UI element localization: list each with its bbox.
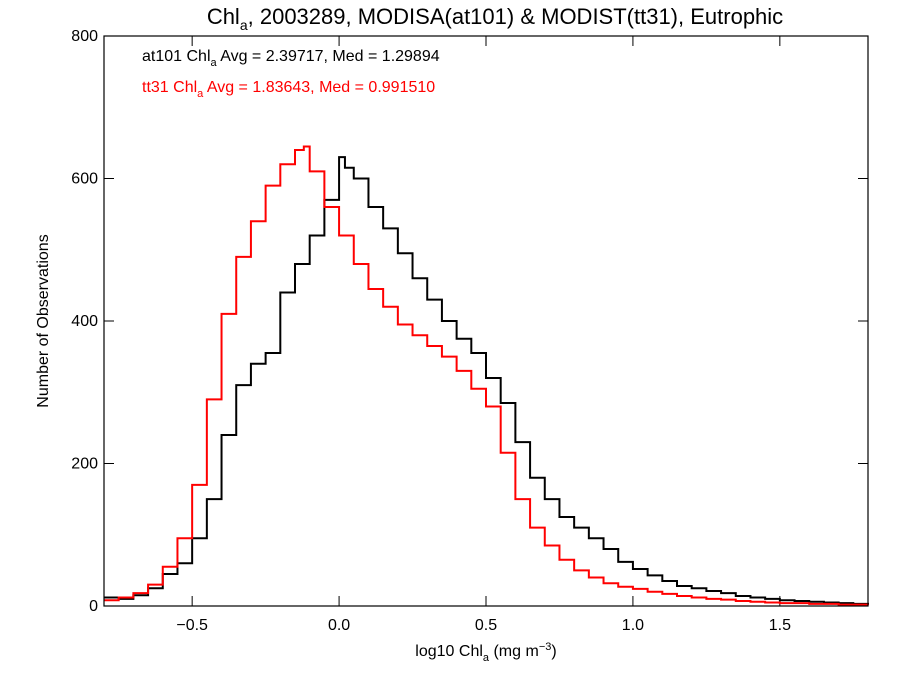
series-stats-at101-post: Avg = 2.39717, Med = 1.29894 xyxy=(217,48,440,65)
plot-area: 0 200 400 600 800 −0.5 0.0 0.5 1.0 1.5 xyxy=(71,28,869,634)
y-axis-label: Number of Observations xyxy=(35,234,52,407)
x-tick-label: 0.5 xyxy=(475,617,497,634)
series-stats-tt31-post: Avg = 1.83643, Med = 0.991510 xyxy=(203,79,435,96)
chart-title-pre: Chl xyxy=(207,4,240,29)
series-stats-at101: at101 Chla Avg = 2.39717, Med = 1.29894 xyxy=(142,48,440,69)
x-axis-label-mid: (mg m xyxy=(489,643,539,660)
plot-frame xyxy=(103,35,869,607)
chart-title-sub: a xyxy=(240,17,248,33)
series-line-at101 xyxy=(104,156,869,605)
series-stats-at101-pre: at101 Chl xyxy=(142,48,211,65)
y-axis: 0 200 400 600 800 xyxy=(71,28,868,615)
y-tick-label: 200 xyxy=(71,456,98,473)
y-tick-label: 0 xyxy=(89,598,98,615)
x-tick-label: 0.0 xyxy=(328,617,350,634)
x-tick-label: −0.5 xyxy=(176,617,208,634)
series-line-tt31 xyxy=(104,145,869,606)
x-axis: −0.5 0.0 0.5 1.0 1.5 xyxy=(176,36,791,634)
x-axis-label-sub: a xyxy=(483,652,490,664)
chart-title: Chla, 2003289, MODISA(at101) & MODIST(tt… xyxy=(207,4,783,33)
series-stats-at101-sub: a xyxy=(211,57,218,69)
y-tick-label: 600 xyxy=(71,171,98,188)
chart-title-post: , 2003289, MODISA(at101) & MODIST(tt31),… xyxy=(248,4,784,29)
x-axis-label-pre: log10 Chl xyxy=(415,643,483,660)
x-axis-label-post: ) xyxy=(551,643,556,660)
x-axis-label: log10 Chla (mg m−3) xyxy=(415,641,556,664)
x-tick-label: 1.5 xyxy=(769,617,791,634)
y-tick-label: 800 xyxy=(71,28,98,45)
x-axis-label-sup: −3 xyxy=(539,641,552,653)
series-stats-tt31: tt31 Chla Avg = 1.83643, Med = 0.991510 xyxy=(142,79,435,100)
x-tick-label: 1.0 xyxy=(622,617,644,634)
series-stats-tt31-pre: tt31 Chl xyxy=(142,79,197,96)
series-stats-tt31-sub: a xyxy=(197,88,204,100)
series-layer xyxy=(104,145,869,606)
y-tick-label: 400 xyxy=(71,313,98,330)
